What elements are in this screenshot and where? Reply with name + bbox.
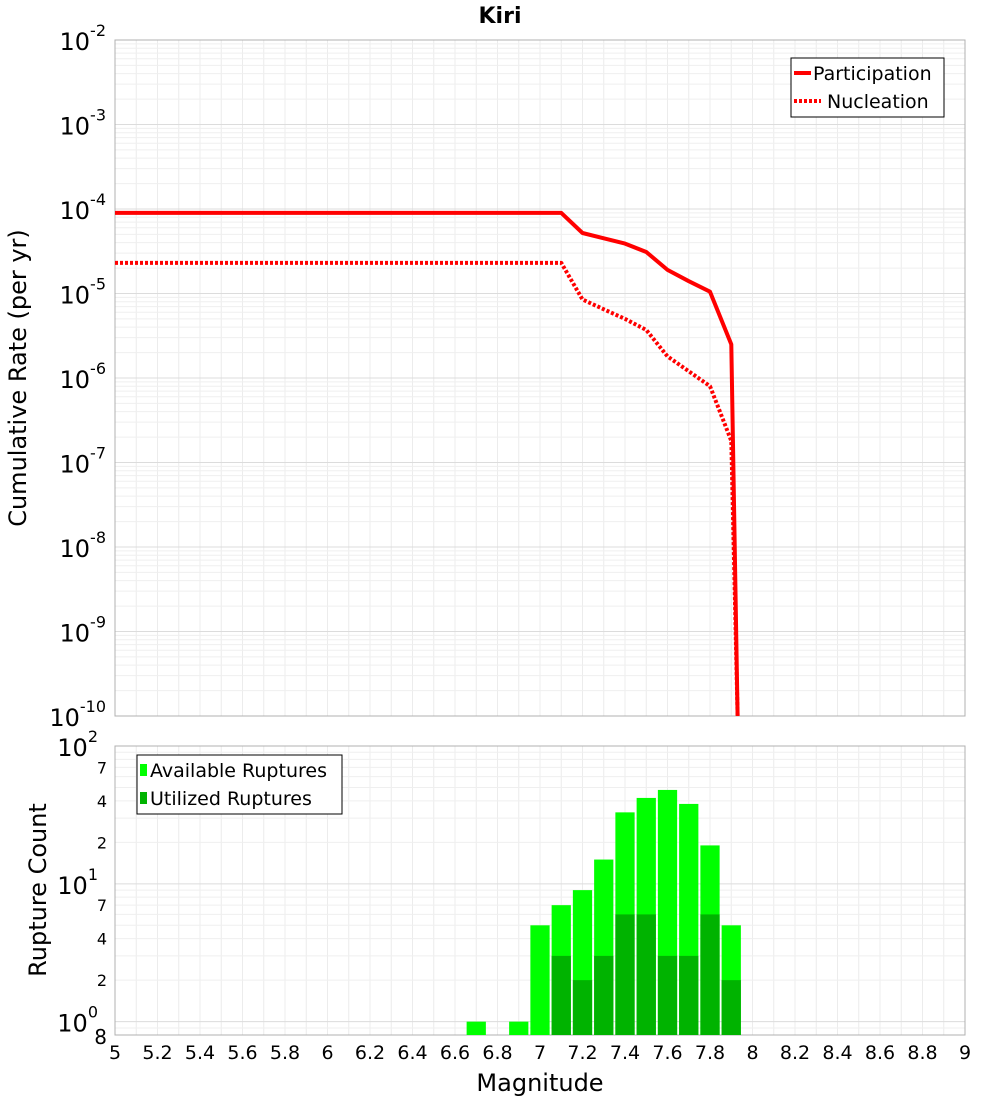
legend-swatch-available bbox=[140, 764, 147, 776]
x-tick-label: 5.4 bbox=[185, 1042, 215, 1064]
top-legend: Participation Nucleation bbox=[790, 57, 945, 118]
y-major-tick-label: 101 bbox=[57, 865, 98, 900]
y-minor-tick-label: 8 bbox=[94, 1025, 107, 1049]
x-tick-label: 6.8 bbox=[482, 1042, 512, 1064]
legend-label-nucleation: Nucleation bbox=[827, 91, 929, 113]
x-tick-label: 7.4 bbox=[610, 1042, 640, 1064]
top-y-axis-label: Cumulative Rate (per yr) bbox=[4, 229, 32, 527]
legend-swatch-utilized bbox=[140, 792, 147, 804]
top-y-tick-labels: 10-10 10-9 10-8 10-7 10-6 10-5 10-4 10-3 10-2 bbox=[49, 21, 106, 732]
bar-utilized-7.7 bbox=[679, 955, 699, 1035]
x-tick-label: 5.8 bbox=[270, 1042, 300, 1064]
x-tick-label: 7.8 bbox=[695, 1042, 725, 1064]
x-tick-label: 5 bbox=[109, 1042, 121, 1064]
y-tick-label: 10-8 bbox=[60, 528, 107, 563]
y-tick-label: 10-4 bbox=[60, 190, 107, 225]
top-plot-frame bbox=[114, 39, 966, 717]
x-axis-label: Magnitude bbox=[476, 1069, 603, 1097]
x-tick-label: 5.6 bbox=[227, 1042, 257, 1064]
bar-utilized-7.5 bbox=[636, 914, 656, 1035]
x-tick-label: 6.6 bbox=[440, 1042, 470, 1064]
series-line-participation bbox=[115, 210, 740, 717]
x-tick-label: 7 bbox=[534, 1042, 546, 1064]
y-tick-label: 10-9 bbox=[60, 613, 107, 648]
legend-label-available: Available Ruptures bbox=[150, 760, 327, 782]
y-major-tick-label: 102 bbox=[57, 727, 98, 762]
x-tick-label: 8.6 bbox=[865, 1042, 895, 1064]
y-minor-tick-label: 7 bbox=[97, 758, 107, 777]
chart-title: Kiri bbox=[479, 4, 522, 29]
bottom-legend: Available Ruptures Utilized Ruptures bbox=[136, 754, 343, 815]
y-tick-label: 10-3 bbox=[60, 106, 107, 141]
bottom-y-tick-labels: 100 101 102 8 2 4 7 2 4 7 bbox=[57, 727, 107, 1049]
bar-utilized-7.4 bbox=[615, 914, 635, 1035]
legend-label-utilized: Utilized Ruptures bbox=[150, 788, 312, 810]
x-tick-label: 5.2 bbox=[142, 1042, 172, 1064]
y-tick-label: 10-2 bbox=[60, 21, 107, 56]
x-tick-label: 8 bbox=[746, 1042, 758, 1064]
x-tick-label: 8.8 bbox=[907, 1042, 937, 1064]
bottom-y-axis-label: Rupture Count bbox=[24, 803, 52, 977]
x-tick-label: 8.4 bbox=[822, 1042, 852, 1064]
y-minor-tick-label: 4 bbox=[97, 792, 107, 811]
x-tick-label: 6 bbox=[321, 1042, 333, 1064]
y-tick-label: 10-10 bbox=[49, 697, 106, 732]
bar-available-6.9 bbox=[509, 1021, 529, 1035]
y-tick-label: 10-5 bbox=[60, 275, 107, 310]
x-tick-labels: 5 5.2 5.4 5.6 5.8 6 6.2 6.4 6.6 6.8 7 7.2 7.4 7.6 7.8 8… bbox=[109, 1042, 971, 1064]
top-grid bbox=[114, 40, 966, 717]
legend-label-participation: Participation bbox=[813, 63, 932, 85]
x-tick-label: 9 bbox=[959, 1042, 971, 1064]
bar-utilized-7.3 bbox=[594, 955, 614, 1035]
bottom-legend-box bbox=[136, 754, 343, 815]
y-major-tick-label: 100 bbox=[57, 1003, 98, 1038]
bar-utilized-7.6 bbox=[657, 955, 678, 1035]
bar-utilized-7.8 bbox=[700, 914, 720, 1035]
bar-utilized-7.9 bbox=[721, 980, 741, 1035]
y-tick-label: 10-7 bbox=[60, 444, 107, 479]
bar-utilized-7.1 bbox=[551, 955, 571, 1035]
x-tick-label: 8.2 bbox=[780, 1042, 810, 1064]
y-minor-tick-label: 2 bbox=[97, 833, 107, 852]
x-tick-label: 6.2 bbox=[355, 1042, 385, 1064]
top-legend-box bbox=[790, 57, 945, 118]
bottom-bars bbox=[466, 789, 741, 1035]
top-series bbox=[115, 210, 740, 717]
series-line-nucleation bbox=[115, 260, 740, 717]
x-tick-label: 7.2 bbox=[567, 1042, 597, 1064]
y-minor-tick-label: 7 bbox=[97, 896, 107, 915]
y-minor-tick-label: 4 bbox=[97, 930, 107, 949]
bar-utilized-7.2 bbox=[572, 980, 593, 1035]
x-tick-label: 6.4 bbox=[397, 1042, 427, 1064]
y-tick-label: 10-6 bbox=[60, 359, 107, 394]
y-minor-tick-label: 2 bbox=[97, 971, 107, 990]
bar-available-6.7 bbox=[466, 1021, 486, 1035]
bar-available-7.0 bbox=[530, 925, 550, 1035]
x-tick-label: 7.6 bbox=[652, 1042, 682, 1064]
